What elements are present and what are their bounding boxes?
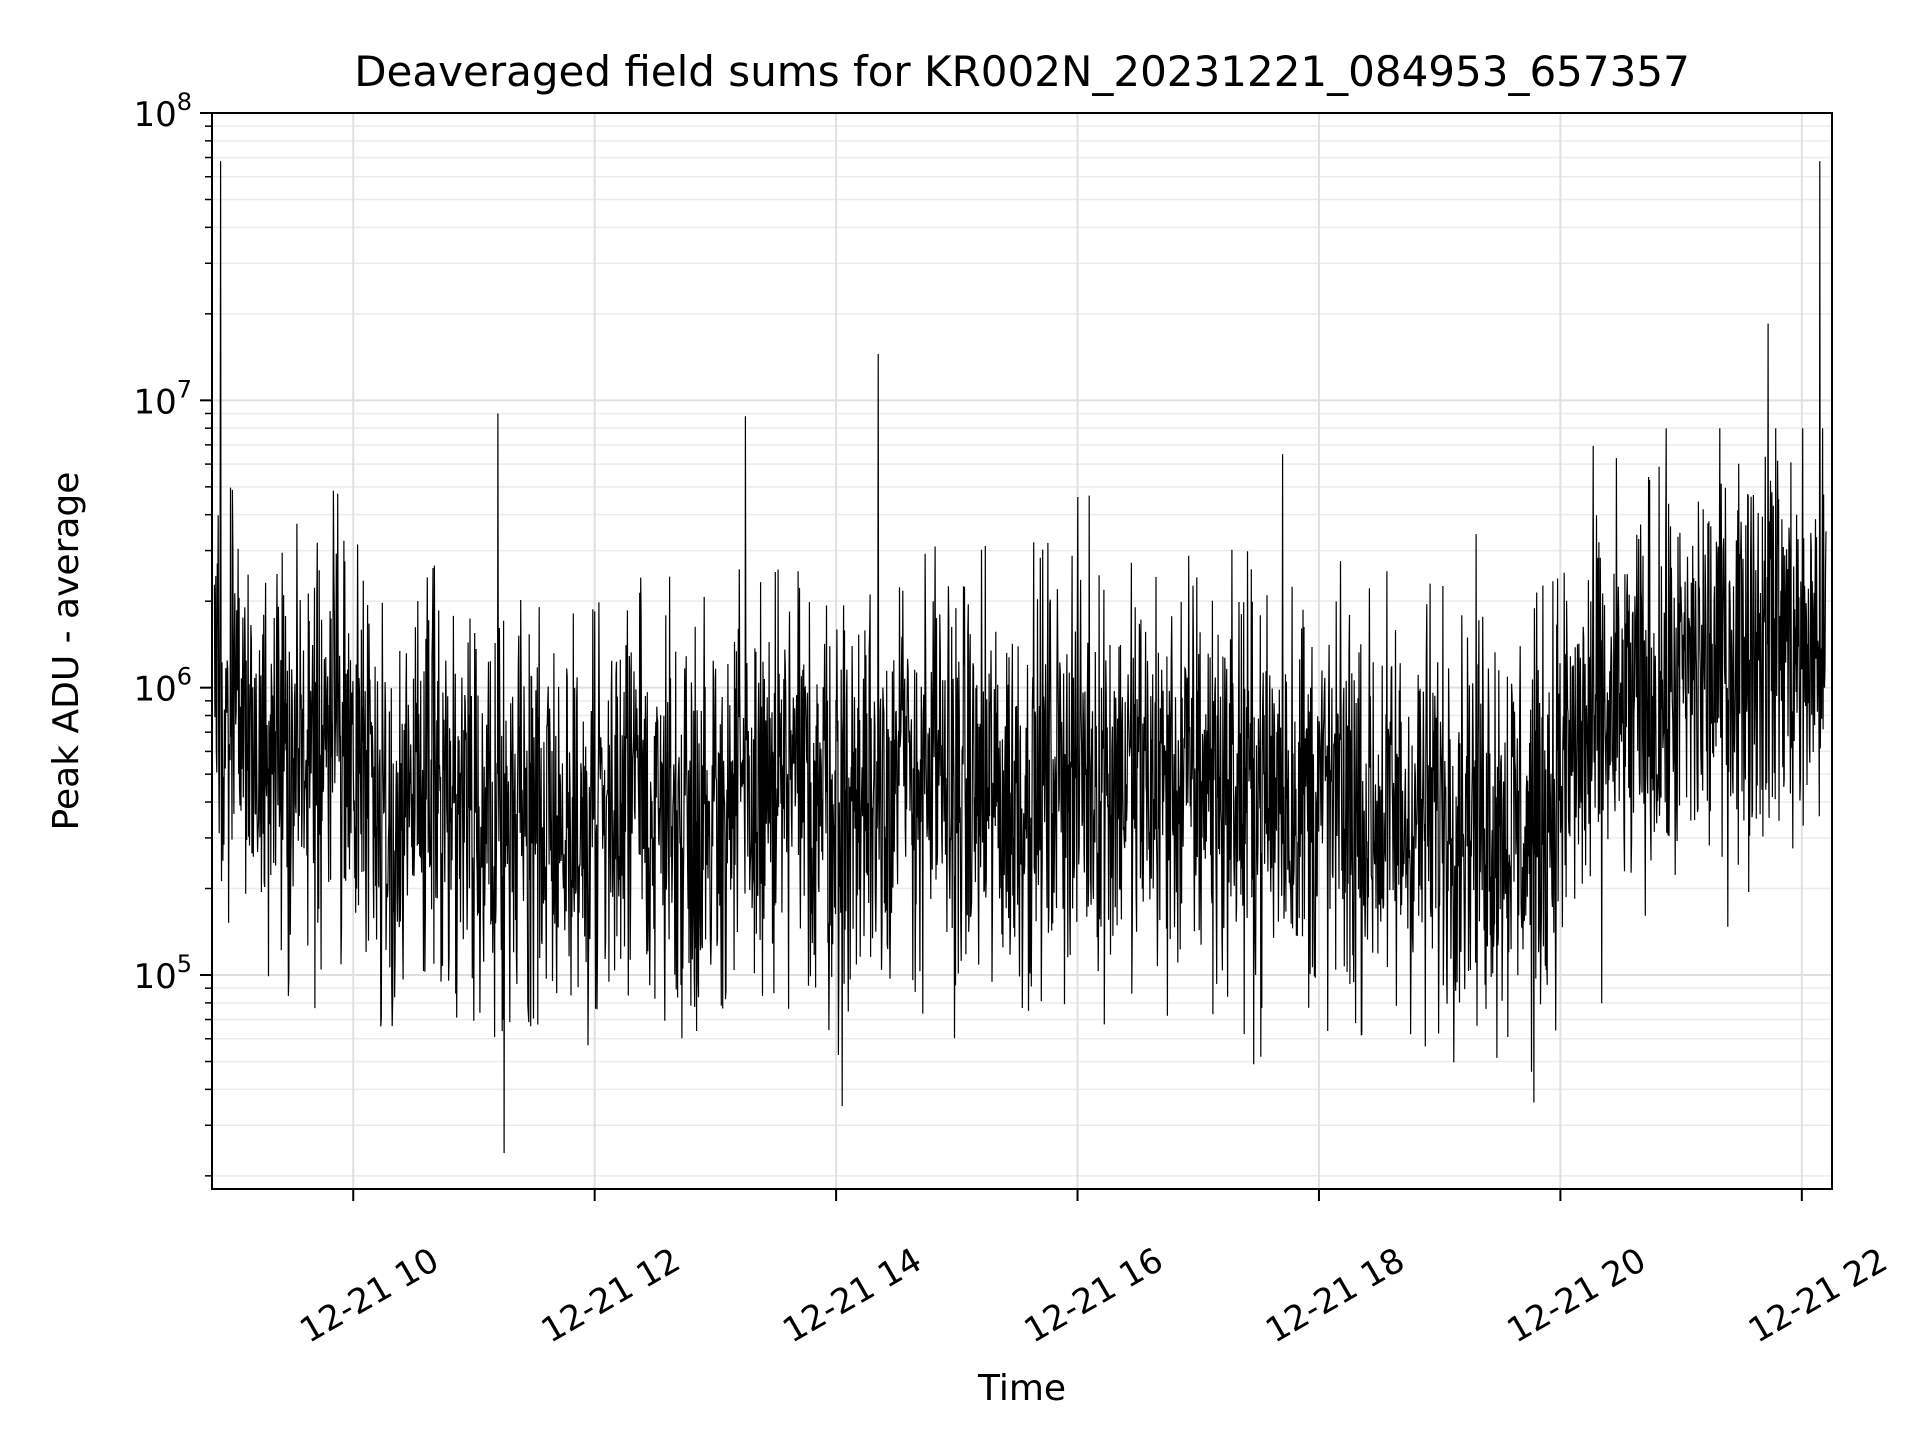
x-tick-label: 12-21 20 [1500,1240,1652,1351]
x-tick-label: 12-21 12 [535,1240,687,1351]
x-axis-ticks: 12-21 10 12-21 12 12-21 14 12-21 16 12-21 18… [293,1189,1894,1351]
y-tick-label: 106 [133,663,192,710]
y-axis-label: Peak ADU - average [46,472,87,831]
series-line [213,161,1827,1154]
x-tick-label: 12-21 10 [293,1240,445,1351]
x-tick-label: 12-21 14 [776,1240,928,1351]
y-axis-ticks: 105 106 107 108 [133,88,212,1177]
series-layer [213,161,1827,1154]
y-tick-label: 107 [133,375,192,422]
x-tick-label: 12-21 18 [1259,1240,1411,1351]
plot-frame [211,112,1833,1190]
y-tick-label: 105 [133,950,192,997]
x-tick-label: 12-21 22 [1742,1240,1894,1351]
y-tick-label: 108 [133,88,192,135]
x-axis-label: Time [977,1368,1066,1409]
chart-title: Deaveraged field sums for KR002N_2023122… [354,47,1690,96]
x-tick-label: 12-21 16 [1018,1240,1170,1351]
